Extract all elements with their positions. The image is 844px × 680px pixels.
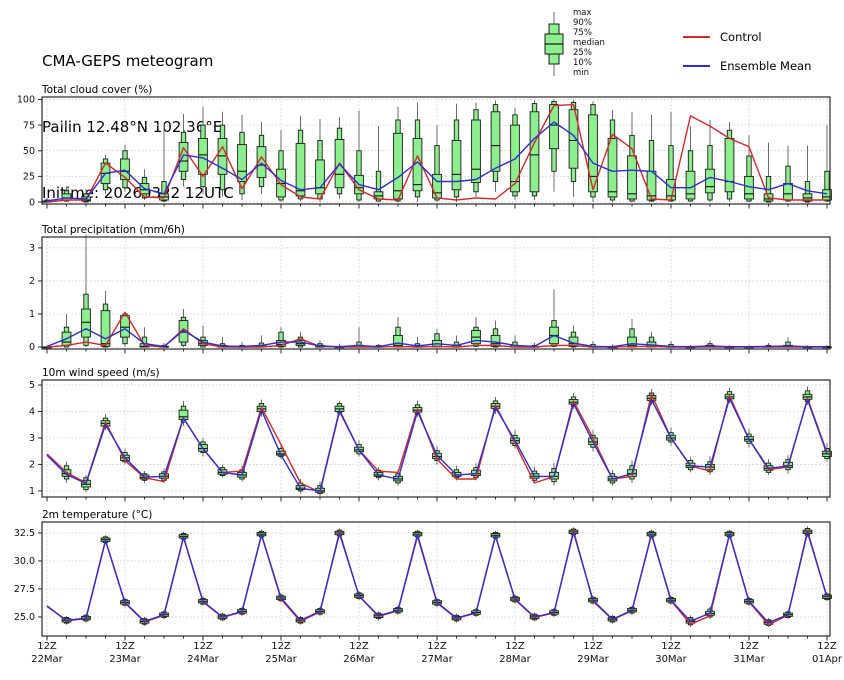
xtick-hour-label: 12Z xyxy=(739,641,759,652)
boxplot-legend-icon xyxy=(544,12,564,76)
control-line-swatch xyxy=(683,36,710,38)
temp-ensemble_mean-line xyxy=(46,531,828,624)
wind-ytick-label: 4 xyxy=(29,407,35,418)
temp-ytick-label: 32.5 xyxy=(14,528,35,539)
legend-entry-ensemble-mean: Ensemble Mean xyxy=(683,55,811,77)
panel-title-precip: Total precipitation (mm/6h) xyxy=(41,224,185,236)
cloud-ytick-label: 50 xyxy=(23,146,35,157)
legend-label-p90: 90% xyxy=(573,18,592,28)
x-axis-labels: 12Z 22Mar 12Z 23Mar 12Z 24Mar 12Z 25Mar 12Z 26Mar… xyxy=(31,641,843,665)
panel-precip: 0 1 2 3 Total precipitation (mm/6h) xyxy=(29,224,832,354)
temp-ytick-label: 30.0 xyxy=(14,556,35,567)
xtick-date-label: 25Mar xyxy=(265,654,297,665)
page-title: CMA-GEPS meteogram xyxy=(42,52,214,70)
legend-label-p75: 75% xyxy=(573,28,592,38)
xtick-hour-label: 12Z xyxy=(505,641,525,652)
xtick-date-label: 31Mar xyxy=(733,654,765,665)
xtick-date-label: 28Mar xyxy=(499,654,531,665)
xtick-date-label: 01Apr xyxy=(812,654,843,665)
xtick-date-label: 23Mar xyxy=(109,654,141,665)
precip-boxplots xyxy=(42,234,832,349)
cloud-ytick-label: 75 xyxy=(23,120,35,131)
precip-ytick-label: 0 xyxy=(29,342,35,353)
wind-ensemble_mean-line xyxy=(46,397,828,492)
xtick-date-label: 24Mar xyxy=(187,654,219,665)
panel-cloud: 0 25 50 75 100 Total cloud cover (%) xyxy=(17,84,832,209)
panel-temp: 25.0 27.5 30.0 32.5 2m temperature (°C) xyxy=(14,509,832,641)
ensemble-mean-label: Ensemble Mean xyxy=(720,59,812,73)
legend-label-p10: 10% xyxy=(573,58,592,68)
xtick-hour-label: 12Z xyxy=(661,641,681,652)
ensemble-mean-line-swatch xyxy=(683,65,710,67)
cloud-control-line xyxy=(46,103,827,203)
cloud-ensemble_mean-line xyxy=(46,121,828,202)
legend-label-p25: 25% xyxy=(573,48,592,58)
wind-ytick-label: 2 xyxy=(29,460,35,471)
xtick-date-label: 30Mar xyxy=(655,654,687,665)
line-legend: Control Ensemble Mean xyxy=(683,26,811,84)
temp-boxplots xyxy=(61,526,832,628)
legend-entry-control: Control xyxy=(683,26,811,48)
station-location: Pailin 12.48°N 102.36°E xyxy=(42,118,223,136)
panel-title-wind: 10m wind speed (m/s) xyxy=(42,367,160,379)
legend-label-median: median xyxy=(573,38,605,48)
precip-ytick-label: 3 xyxy=(29,243,35,254)
legend-label-max: max xyxy=(573,8,592,18)
precip-ytick-label: 2 xyxy=(29,276,35,287)
xtick-date-label: 27Mar xyxy=(421,654,453,665)
legend-label-min: min xyxy=(573,68,590,78)
panel-title-cloud: Total cloud cover (%) xyxy=(41,84,152,96)
cloud-ytick-label: 100 xyxy=(17,95,35,106)
xtick-hour-label: 12Z xyxy=(583,641,603,652)
xtick-date-label: 26Mar xyxy=(343,654,375,665)
precip-ensemble_mean-line xyxy=(46,328,827,348)
xtick-hour-label: 12Z xyxy=(817,641,837,652)
xtick-date-label: 22Mar xyxy=(31,654,63,665)
cloud-ytick-label: 0 xyxy=(29,197,35,208)
wind-boxplots xyxy=(61,386,832,497)
xtick-hour-label: 12Z xyxy=(427,641,447,652)
xtick-hour-label: 12Z xyxy=(271,641,291,652)
xtick-hour-label: 12Z xyxy=(349,641,369,652)
cloud-ytick-label: 25 xyxy=(23,172,35,183)
precip-ytick-label: 1 xyxy=(29,309,35,320)
xtick-hour-label: 12Z xyxy=(193,641,213,652)
temp-ytick-label: 25.0 xyxy=(14,612,35,623)
boxplot-legend-labels: max 90% 75% median 25% 10% min xyxy=(573,8,605,80)
xtick-hour-label: 12Z xyxy=(37,641,57,652)
xtick-hour-label: 12Z xyxy=(115,641,135,652)
panel-title-temp: 2m temperature (°C) xyxy=(42,509,152,521)
panel-wind: 1 2 3 4 5 10m wind speed (m/s) xyxy=(29,367,832,502)
boxplot-legend: max 90% 75% median 25% 10% min xyxy=(541,8,605,80)
wind-ytick-label: 3 xyxy=(29,433,35,444)
control-label: Control xyxy=(720,30,762,44)
wind-ytick-label: 5 xyxy=(29,380,35,391)
xtick-date-label: 29Mar xyxy=(577,654,609,665)
temp-ytick-label: 27.5 xyxy=(14,584,35,595)
wind-ytick-label: 1 xyxy=(29,486,35,497)
